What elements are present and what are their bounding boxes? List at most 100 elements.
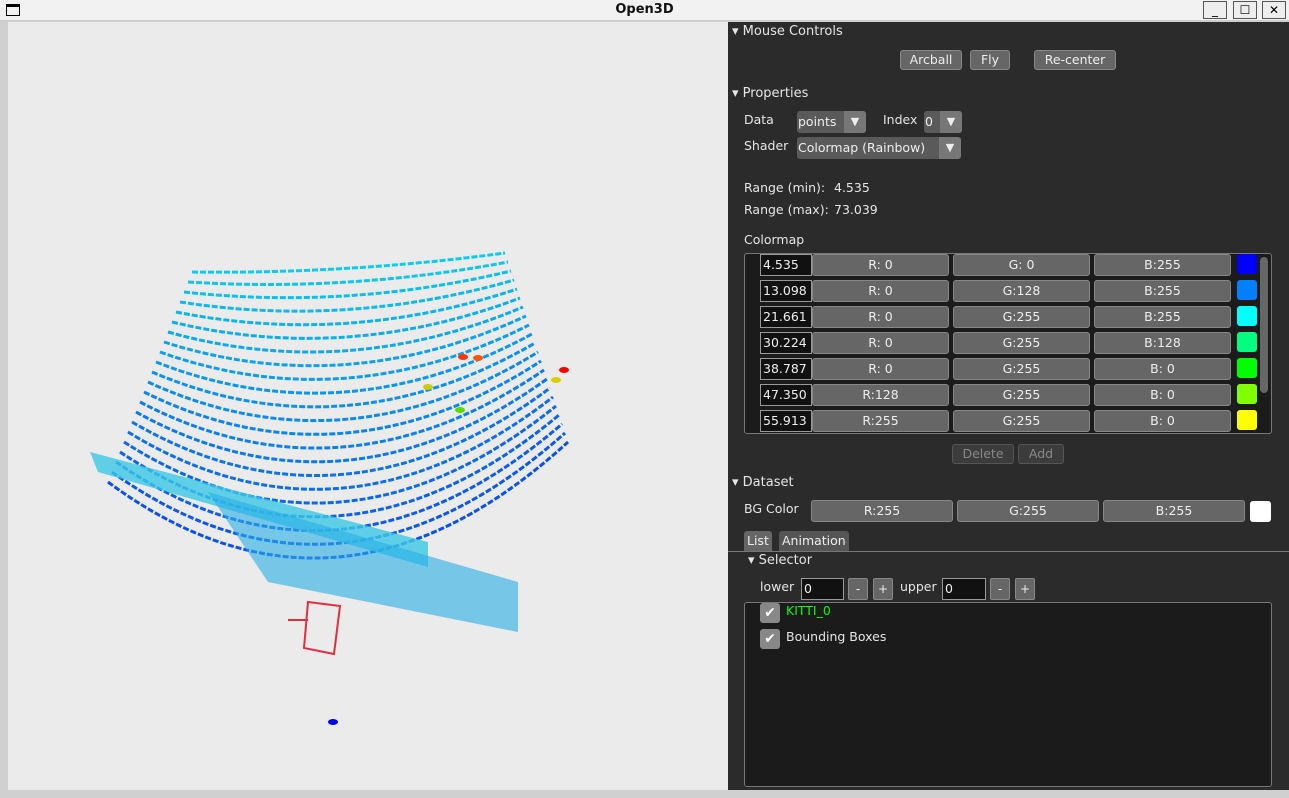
colormap-red-field[interactable]: R: 0 — [812, 280, 949, 302]
add-button[interactable]: Add — [1018, 444, 1064, 464]
bg-color-swatch[interactable] — [1250, 501, 1271, 522]
scan-ring — [107, 440, 570, 560]
arcball-button[interactable]: Arcball — [900, 50, 962, 70]
colormap-blue-field[interactable]: B:255 — [1094, 254, 1231, 276]
maximize-button[interactable]: ☐ — [1233, 1, 1257, 19]
colormap-swatch[interactable] — [1237, 306, 1257, 326]
colormap-green-field[interactable]: G:255 — [953, 410, 1090, 432]
tab-animation[interactable]: Animation — [779, 531, 849, 551]
upper-label: upper — [900, 579, 937, 594]
data-dropdown[interactable]: points ▼ — [797, 111, 866, 133]
colormap-row: 21.661 R: 0 G:255 B:255 — [745, 306, 1271, 330]
properties-header[interactable]: ▾ Properties — [732, 86, 809, 101]
colormap-green-field[interactable]: G:255 — [953, 332, 1090, 354]
colormap-row: 38.787 R: 0 G:255 B: 0 — [745, 358, 1271, 382]
section-title: Dataset — [742, 475, 794, 490]
scan-ring — [151, 341, 536, 409]
upper-decrement-button[interactable]: - — [990, 578, 1010, 600]
scan-ring — [191, 251, 506, 274]
colormap-red-field[interactable]: R:255 — [812, 410, 949, 432]
index-value: 0 — [925, 114, 933, 129]
colormap-row: 30.224 R: 0 G:255 B:128 — [745, 332, 1271, 356]
bg-red-field[interactable]: R:255 — [811, 500, 953, 522]
colormap-value-input[interactable]: 47.350 — [760, 384, 812, 406]
shader-label: Shader — [744, 138, 789, 153]
colormap-blue-field[interactable]: B:255 — [1094, 306, 1231, 328]
colormap-red-field[interactable]: R: 0 — [812, 332, 949, 354]
colormap-value-input[interactable]: 30.224 — [760, 332, 812, 354]
kitti-checkbox[interactable]: ✔ — [760, 603, 780, 623]
window-title: Open3D — [615, 2, 674, 17]
delete-button[interactable]: Delete — [952, 444, 1014, 464]
shader-dropdown[interactable]: Colormap (Rainbow) ▼ — [797, 137, 961, 159]
colormap-value-input[interactable]: 55.913 — [760, 410, 812, 432]
colormap-green-field[interactable]: G:255 — [953, 358, 1090, 380]
scrollbar[interactable] — [1260, 257, 1268, 393]
colormap-table: 4.535 R: 0 G: 0 B:255 13.098 R: 0 G:128 … — [744, 253, 1272, 434]
colormap-green-field[interactable]: G:255 — [953, 306, 1090, 328]
data-value: points — [798, 114, 837, 129]
index-dropdown[interactable]: 0 ▼ — [924, 111, 962, 133]
minimize-button[interactable]: _ — [1203, 1, 1227, 19]
close-button[interactable]: ✕ — [1262, 1, 1286, 19]
section-title: Selector — [758, 553, 813, 568]
tab-divider — [728, 551, 1289, 552]
selector-header[interactable]: ▾ Selector — [748, 553, 813, 568]
tab-list[interactable]: List — [744, 531, 772, 551]
fly-button[interactable]: Fly — [970, 50, 1010, 70]
colormap-swatch[interactable] — [1237, 410, 1257, 430]
colormap-blue-field[interactable]: B: 0 — [1094, 410, 1231, 432]
bg-blue-field[interactable]: B:255 — [1103, 500, 1245, 522]
bounding-boxes-item-label[interactable]: Bounding Boxes — [786, 629, 887, 644]
colormap-value-input[interactable]: 13.098 — [760, 280, 812, 302]
mouse-controls-header[interactable]: ▾ Mouse Controls — [732, 24, 843, 39]
colormap-value-input[interactable]: 38.787 — [760, 358, 812, 380]
lower-decrement-button[interactable]: - — [848, 578, 868, 600]
colormap-red-field[interactable]: R: 0 — [812, 254, 949, 276]
colormap-blue-field[interactable]: B: 0 — [1094, 384, 1231, 406]
range-min-label: Range (min): — [744, 180, 826, 195]
lower-input[interactable]: 0 — [801, 578, 844, 600]
scan-ring — [167, 305, 524, 354]
dataset-header[interactable]: ▾ Dataset — [732, 475, 794, 490]
colormap-green-field[interactable]: G:128 — [953, 280, 1090, 302]
colormap-row: 47.350 R:128 G:255 B: 0 — [745, 384, 1271, 408]
point-cluster — [455, 407, 465, 413]
point-cluster — [423, 384, 433, 390]
colormap-green-field[interactable]: G:255 — [953, 384, 1090, 406]
colormap-blue-field[interactable]: B:255 — [1094, 280, 1231, 302]
recenter-button[interactable]: Re-center — [1034, 50, 1116, 70]
colormap-red-field[interactable]: R: 0 — [812, 306, 949, 328]
scan-ring — [147, 350, 539, 423]
colormap-swatch[interactable] — [1237, 254, 1257, 274]
colormap-value-input[interactable]: 21.661 — [760, 306, 812, 328]
colormap-blue-field[interactable]: B: 0 — [1094, 358, 1231, 380]
colormap-blue-field[interactable]: B:128 — [1094, 332, 1231, 354]
colormap-swatch[interactable] — [1237, 280, 1257, 300]
scan-ring — [143, 359, 542, 436]
colormap-green-field[interactable]: G: 0 — [953, 254, 1090, 276]
range-max-value: 73.039 — [834, 202, 878, 217]
point-cluster — [328, 719, 338, 725]
geometry-list: ✔ KITTI_0 ✔ Bounding Boxes — [744, 602, 1272, 787]
upper-increment-button[interactable]: + — [1015, 578, 1035, 600]
bounding-box — [302, 600, 342, 656]
colormap-red-field[interactable]: R:128 — [812, 384, 949, 406]
bounding-boxes-checkbox[interactable]: ✔ — [760, 629, 780, 649]
scan-ring — [159, 323, 530, 381]
colormap-row: 55.913 R:255 G:255 B: 0 — [745, 410, 1271, 433]
colormap-swatch[interactable] — [1237, 384, 1257, 404]
upper-input[interactable]: 0 — [942, 578, 986, 600]
colormap-red-field[interactable]: R: 0 — [812, 358, 949, 380]
settings-panel: ▾ Mouse Controls Arcball Fly Re-center ▾… — [728, 22, 1289, 790]
chevron-down-icon: ▼ — [940, 111, 962, 133]
scan-ring — [183, 269, 512, 300]
lower-increment-button[interactable]: + — [873, 578, 893, 600]
chevron-down-icon: ▼ — [939, 137, 961, 159]
3d-viewport[interactable] — [8, 22, 728, 790]
bg-green-field[interactable]: G:255 — [957, 500, 1099, 522]
kitti-item-label[interactable]: KITTI_0 — [786, 603, 831, 618]
colormap-value-input[interactable]: 4.535 — [760, 254, 812, 276]
colormap-swatch[interactable] — [1237, 332, 1257, 352]
colormap-swatch[interactable] — [1237, 358, 1257, 378]
